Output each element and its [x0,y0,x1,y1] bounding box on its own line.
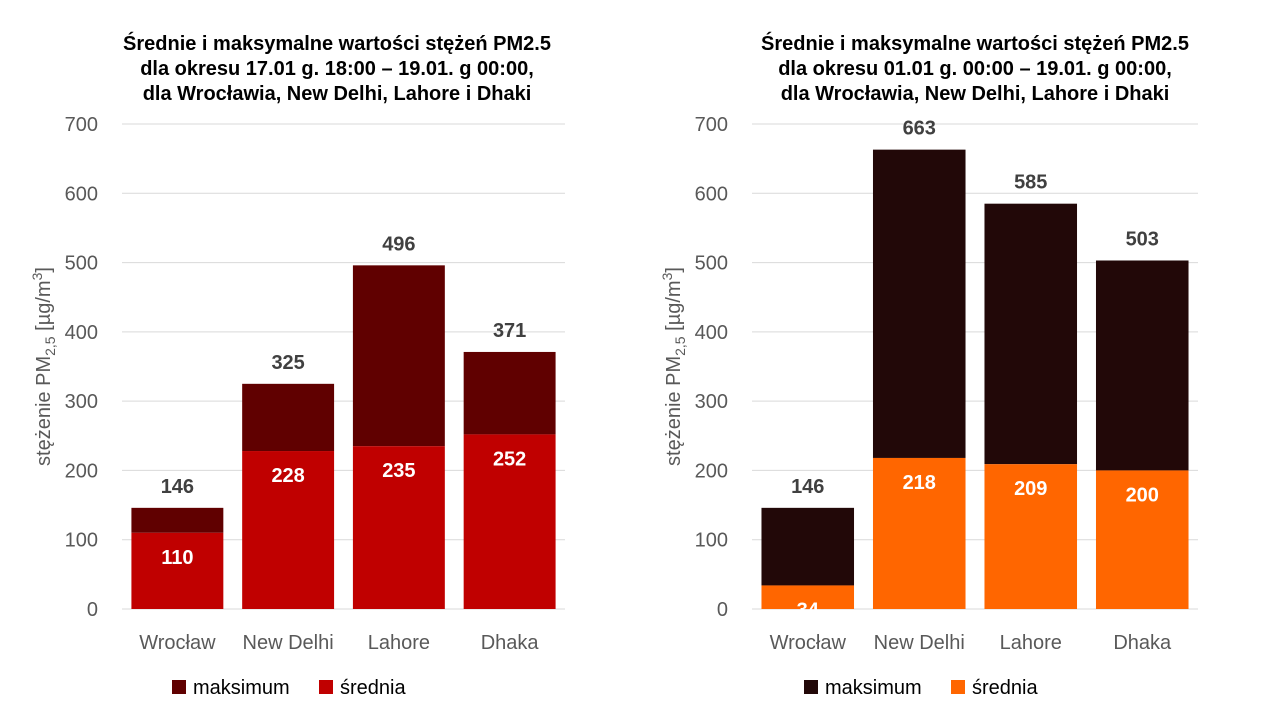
legend-swatch [172,680,186,694]
bar-srednia [761,585,855,609]
x-category-label: Wrocław [139,632,216,654]
y-tick-label: 200 [65,460,98,482]
x-category-label: Dhaka [1113,632,1172,654]
data-label-maksimum: 371 [493,320,526,342]
legend-swatch [804,680,818,694]
data-label-maksimum: 503 [1126,228,1159,250]
legend-label: maksimum [193,677,290,699]
data-label-maksimum: 325 [271,352,304,374]
y-tick-label: 400 [65,322,98,344]
y-tick-label: 400 [695,322,728,344]
y-tick-label: 700 [695,114,728,136]
bar-maksimum [131,507,224,533]
legend-label: średnia [340,677,406,699]
x-category-label: Lahore [1000,632,1062,654]
data-label-srednia: 218 [903,472,936,494]
y-tick-label: 200 [695,460,728,482]
legend-swatch [319,680,333,694]
y-tick-label: 600 [695,183,728,205]
bar-maksimum [872,149,966,458]
data-label-srednia: 252 [493,448,526,470]
data-label-srednia: 34 [797,599,820,621]
bar-maksimum [761,507,855,586]
data-label-srednia: 235 [382,460,415,482]
chart-title-line: dla okresu 17.01 g. 18:00 – 19.01. g 00:… [140,58,534,80]
data-label-maksimum: 146 [791,476,824,498]
y-tick-label: 700 [65,114,98,136]
chart-2: Średnie i maksymalne wartości stężeń PM2… [659,31,1198,699]
chart-title-line: dla okresu 01.01 g. 00:00 – 19.01. g 00:… [778,58,1172,80]
y-tick-label: 0 [717,599,728,621]
bar-srednia [984,464,1078,609]
data-label-maksimum: 496 [382,233,415,255]
data-label-srednia: 209 [1014,478,1047,500]
y-axis-label: stężenie PM2,5 [µg/m3] [659,267,688,466]
legend-label: średnia [972,677,1038,699]
bar-srednia [463,434,556,609]
legend-label: maksimum [825,677,922,699]
bar-srednia [131,532,224,609]
y-tick-label: 500 [695,253,728,275]
x-category-label: New Delhi [874,632,965,654]
bar-maksimum [352,265,445,447]
y-axis-label: stężenie PM2,5 [µg/m3] [29,267,58,466]
bar-srednia [352,446,445,609]
bar-maksimum [463,351,556,435]
bar-maksimum [242,383,335,452]
x-category-label: New Delhi [243,632,334,654]
bar-maksimum [1095,260,1189,471]
bar-maksimum [984,203,1078,465]
data-label-srednia: 200 [1126,484,1159,506]
y-tick-label: 500 [65,253,98,275]
y-tick-label: 0 [87,599,98,621]
chart-title-line: dla Wrocławia, New Delhi, Lahore i Dhaki [781,83,1170,105]
data-label-maksimum: 585 [1014,172,1047,194]
x-category-label: Lahore [368,632,430,654]
bar-srednia [872,457,966,609]
chart-1: Średnie i maksymalne wartości stężeń PM2… [29,31,565,699]
chart-title-line: Średnie i maksymalne wartości stężeń PM2… [761,31,1189,55]
data-label-maksimum: 146 [161,476,194,498]
legend-swatch [951,680,965,694]
y-tick-label: 300 [65,391,98,413]
chart-title-line: dla Wrocławia, New Delhi, Lahore i Dhaki [143,83,532,105]
x-category-label: Dhaka [481,632,540,654]
x-category-label: Wrocław [770,632,847,654]
y-tick-label: 300 [695,391,728,413]
bar-srednia [242,451,335,609]
data-label-srednia: 228 [271,465,304,487]
data-label-maksimum: 663 [903,118,936,140]
y-tick-label: 100 [65,530,98,552]
y-tick-label: 100 [695,530,728,552]
y-tick-label: 600 [65,183,98,205]
data-label-srednia: 110 [161,547,193,569]
bar-srednia [1095,470,1189,609]
chart-title-line: Średnie i maksymalne wartości stężeń PM2… [123,31,551,55]
